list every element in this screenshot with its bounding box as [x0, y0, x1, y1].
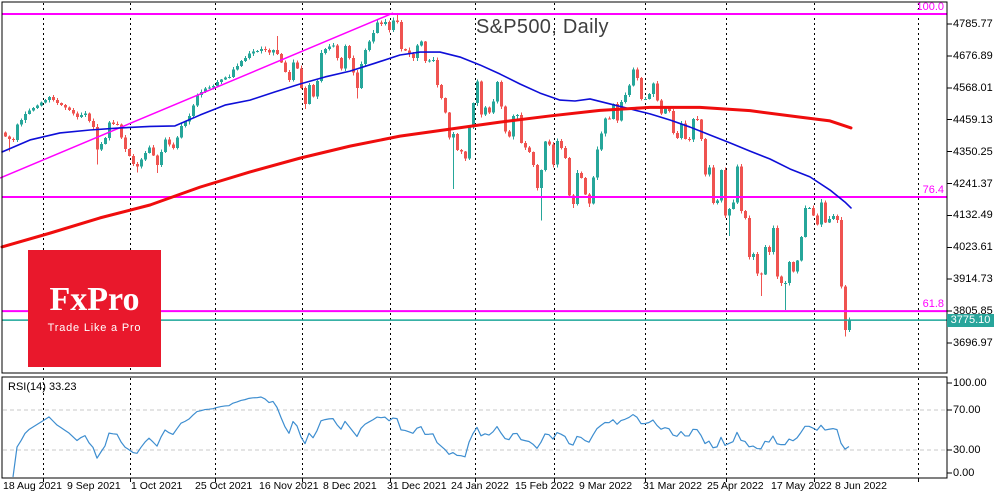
- date-tick-label: 25 Apr 2022: [707, 480, 764, 492]
- price-tick-label: 4568.01: [953, 81, 993, 94]
- price-tick-label: 4023.61: [953, 241, 993, 254]
- frames-layer: [1, 1, 948, 479]
- candles-layer: [4, 14, 851, 337]
- fxpro-logo-brand: FxPro: [49, 281, 140, 318]
- price-tick-label: 4676.89: [953, 49, 993, 62]
- rsi-indicator-name: RSI(14): [8, 381, 46, 393]
- date-tick-label: 31 Mar 2022: [643, 480, 702, 492]
- price-tick-label: 4459.13: [953, 113, 993, 126]
- date-tick-label: 31 Dec 2021: [387, 480, 447, 492]
- current-price-badge: 3775.10: [947, 314, 994, 327]
- ma-fast-line: [1, 51, 852, 209]
- date-tick-label: 15 Feb 2022: [515, 480, 574, 492]
- rsi-indicator-label: RSI(14) 33.23: [8, 381, 77, 393]
- rsi-line: [12, 396, 850, 478]
- price-tick-label: 4785.77: [953, 18, 993, 30]
- chart-title: S&P500, Daily: [476, 16, 609, 38]
- trendline[interactable]: [0, 12, 394, 179]
- rsi-scale-label: 100.00: [953, 377, 987, 389]
- price-tick-label: 4350.25: [953, 145, 993, 158]
- fib-level-label: 100.0: [916, 1, 944, 13]
- date-tick-label: 9 Sep 2021: [67, 480, 121, 492]
- date-tick-label: 25 Oct 2021: [195, 480, 253, 492]
- rsi-scale-label: 70.00: [953, 404, 981, 416]
- date-tick-label: 17 May 2022: [771, 480, 832, 492]
- grid-layer: [43, 3, 919, 477]
- price-tick-label: 3914.73: [953, 273, 993, 286]
- fib-level-label: 76.4: [922, 183, 944, 196]
- date-tick-label: 18 Aug 2021: [3, 480, 62, 492]
- ma-slow-line: [0, 105, 853, 249]
- date-tick-label: 1 Oct 2021: [131, 480, 183, 492]
- fib-level-label: 61.8: [922, 298, 944, 311]
- date-tick-label: 8 Jun 2022: [835, 480, 887, 492]
- rsi-scale-label: 30.00: [953, 444, 981, 456]
- rsi-indicator-value: 33.23: [48, 381, 77, 393]
- date-tick-label: 16 Nov 2021: [259, 480, 319, 492]
- fxpro-logo-tagline: Trade Like a Pro: [47, 322, 142, 334]
- price-tick-label: 3696.97: [953, 337, 993, 349]
- date-tick-label: 8 Dec 2021: [323, 480, 377, 492]
- date-tick-label: 24 Jan 2022: [451, 480, 509, 492]
- ticks-layer: [43, 23, 952, 482]
- fxpro-logo: FxPro Trade Like a Pro: [28, 250, 161, 367]
- price-tick-label: 4241.37: [953, 177, 993, 190]
- date-tick-label: 9 Mar 2022: [579, 480, 633, 492]
- price-tick-label: 4132.49: [953, 209, 993, 222]
- rsi-scale-label: 0.00: [953, 467, 975, 479]
- rsi-guides-layer: [3, 409, 946, 451]
